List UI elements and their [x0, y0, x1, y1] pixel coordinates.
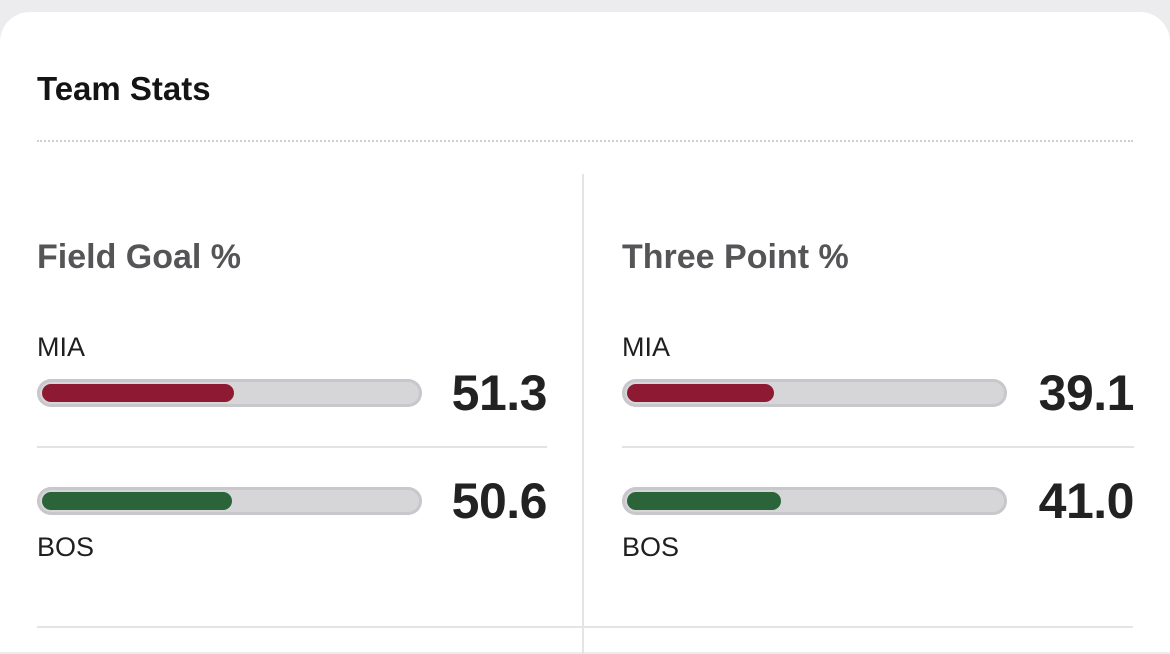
stat-bar-mia [622, 379, 1007, 407]
stat-bar-fill-mia [42, 384, 234, 402]
stat-bar-bos [622, 487, 1007, 515]
stat-bar-fill-bos [627, 492, 781, 510]
team-label-bos: BOS [622, 532, 680, 562]
stat-value-bos: 41.0 [1038, 473, 1135, 529]
stat-bar-fill-mia [627, 384, 774, 402]
team-label-mia: MIA [37, 332, 86, 362]
stat-value-mia: 39.1 [1038, 365, 1135, 421]
stat-bar-fill-bos [42, 492, 232, 510]
stat-bar-bos [37, 487, 422, 515]
row-divider [37, 446, 547, 448]
card-title: Team Stats [37, 70, 211, 107]
dotted-divider [37, 140, 1133, 142]
row-divider [622, 446, 1134, 448]
stat-title: Three Point % [622, 238, 849, 276]
team-label-mia: MIA [622, 332, 671, 362]
stat-title: Field Goal % [37, 238, 242, 276]
stat-value-mia: 51.3 [451, 365, 548, 421]
stat-bar-mia [37, 379, 422, 407]
stat-value-bos: 50.6 [451, 473, 548, 529]
stat-panel-three-point: Three Point % MIA 39.1 41.0 BOS [622, 12, 1135, 632]
stat-panel-field-goal: Field Goal % MIA 51.3 50.6 BOS [37, 12, 548, 632]
bottom-divider [37, 626, 1133, 628]
team-label-bos: BOS [37, 532, 95, 562]
team-stats-card: Team Stats Field Goal % MIA 51.3 50.6 BO… [0, 12, 1170, 654]
column-divider [582, 174, 584, 654]
